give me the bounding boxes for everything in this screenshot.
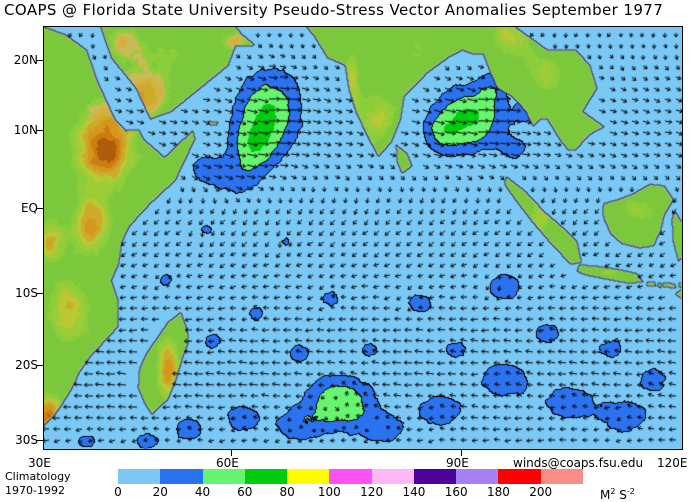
x-tick-mark-90e xyxy=(461,449,462,456)
x-tick-mark-60e xyxy=(231,449,232,456)
y-tick-mark-20n xyxy=(36,60,43,61)
climatology-years: 1970-1992 xyxy=(5,484,65,497)
colorbar-tick-200: 200 xyxy=(529,485,553,499)
y-tick-mark-30s xyxy=(36,440,43,441)
colorbar xyxy=(118,469,583,484)
colorbar-segment-40-60 xyxy=(202,469,245,484)
y-tick-label-20n: 20N xyxy=(13,53,38,67)
colorbar-tick-80: 80 xyxy=(279,485,295,499)
map-canvas xyxy=(44,27,682,449)
colorbar-segment-60-80 xyxy=(244,469,288,484)
colorbar-segment-80-100 xyxy=(287,469,330,484)
y-tick-mark-10s xyxy=(36,293,43,294)
x-tick-label-60e: 60E xyxy=(216,456,239,470)
y-tick-mark-10n xyxy=(36,130,43,131)
colorbar-tick-100: 100 xyxy=(317,485,341,499)
x-tick-label-120e: 120E xyxy=(657,456,688,470)
colorbar-segment-180-200 xyxy=(498,469,541,484)
colorbar-segment-140-160 xyxy=(413,469,457,484)
y-tick-label-30s: 30S xyxy=(15,433,38,447)
colorbar-tick-40: 40 xyxy=(194,485,211,499)
y-tick-label-10s: 10S xyxy=(15,286,38,300)
colorbar-segment-200-220 xyxy=(540,469,583,484)
map-plot-area xyxy=(43,26,683,450)
colorbar-segment-120-140 xyxy=(371,469,414,484)
colorbar-segment-0-20 xyxy=(118,469,161,484)
colorbar-units: M2 S-2 xyxy=(600,486,635,501)
colorbar-tick-0: 0 xyxy=(114,485,122,499)
units-s: S xyxy=(619,488,627,502)
y-tick-mark-20s xyxy=(36,365,43,366)
y-tick-label-20s: 20S xyxy=(15,358,38,372)
climatology-label: Climatology xyxy=(5,470,71,483)
colorbar-tick-60: 60 xyxy=(237,485,253,499)
units-m-exp: 2 xyxy=(610,487,616,496)
contact-email[interactable]: winds@coaps.fsu.edu xyxy=(513,456,644,470)
colorbar-tick-180: 180 xyxy=(487,485,510,499)
y-tick-mark-eq xyxy=(36,208,43,209)
colorbar-segment-20-40 xyxy=(160,469,203,484)
page-title: COAPS @ Florida State University Pseudo-… xyxy=(4,1,664,19)
units-m: M xyxy=(600,488,611,502)
units-s-exp: -2 xyxy=(626,487,635,496)
colorbar-tick-140: 140 xyxy=(402,485,426,499)
colorbar-segment-100-120 xyxy=(329,469,372,484)
colorbar-tick-160: 160 xyxy=(444,485,468,499)
y-tick-label-10n: 10N xyxy=(13,123,38,137)
colorbar-tick-20: 20 xyxy=(152,485,168,499)
colorbar-tick-120: 120 xyxy=(360,485,384,499)
x-tick-label-90e: 90E xyxy=(446,456,469,470)
y-tick-label-eq: EQ xyxy=(20,201,38,215)
colorbar-segment-160-180 xyxy=(456,469,499,484)
x-tick-label-30e: 30E xyxy=(28,456,51,470)
